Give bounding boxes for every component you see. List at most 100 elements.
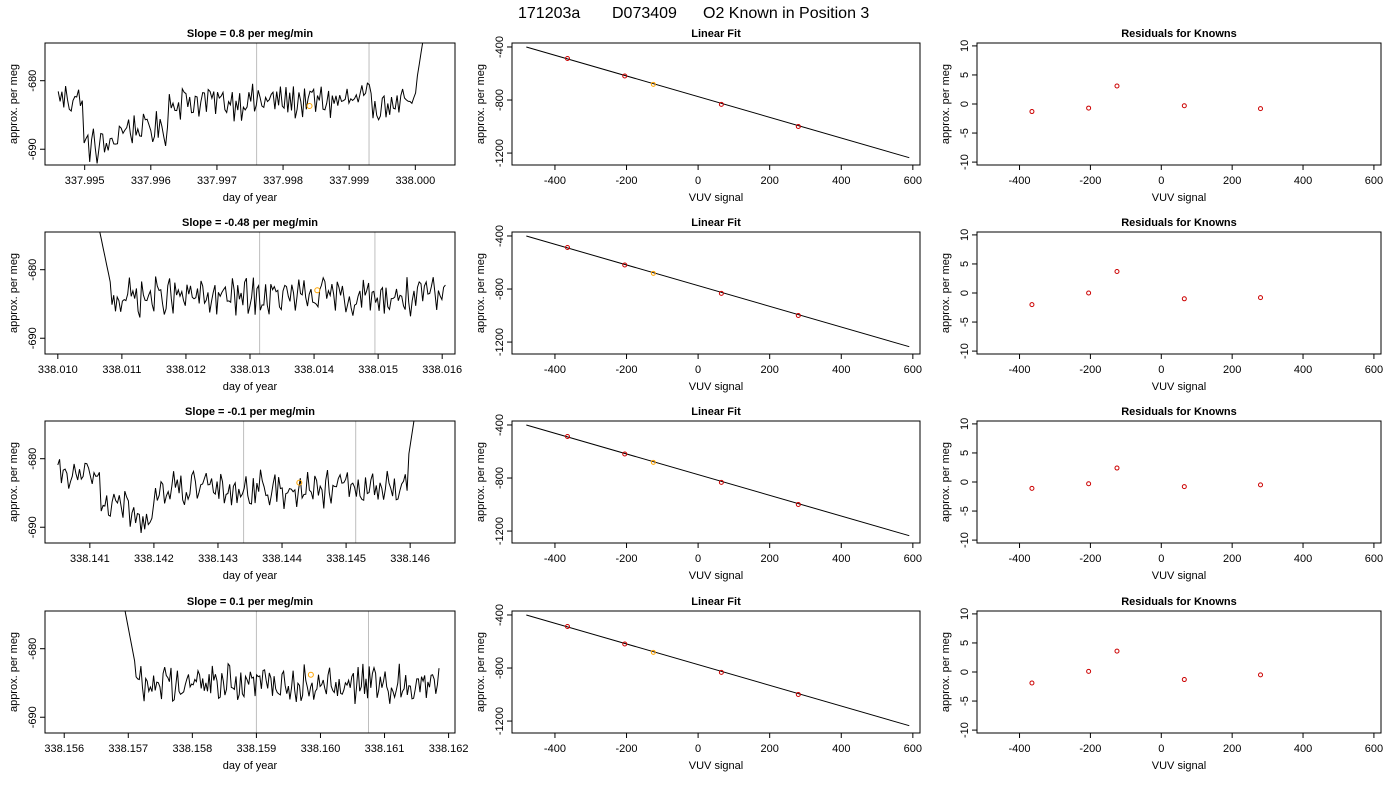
x-axis-label: VUV signal	[1152, 381, 1206, 393]
y-tick-label: -10	[959, 722, 971, 738]
y-tick-label: -5	[959, 506, 971, 516]
x-tick-label: 0	[695, 743, 701, 755]
x-tick-label: 200	[761, 743, 779, 755]
y-tick-label: -680	[27, 448, 39, 470]
x-tick-label: 338.156	[44, 743, 84, 755]
panel-frame	[44, 42, 456, 166]
x-tick-label: -200	[616, 553, 638, 565]
y-tick-label: -800	[494, 657, 506, 679]
sample-point	[650, 81, 656, 87]
panel-1-2: Residuals for Knowns -400 -200 0 200 400 600 10…	[940, 217, 1383, 393]
y-axis-label: approx. per meg	[940, 442, 952, 522]
sample-marker-point	[306, 103, 313, 110]
x-tick-label: -200	[616, 175, 638, 187]
x-tick-label: 338.014	[294, 364, 334, 376]
known-point-1	[1086, 290, 1092, 296]
panel-2-1: Linear Fit -400 -200 0 200 400 600 -400 -800 -120…	[475, 406, 922, 582]
x-axis-label: VUV signal	[689, 570, 743, 582]
y-tick-label: 5	[959, 450, 971, 456]
x-tick-label: 338.010	[38, 364, 78, 376]
x-tick-label: 200	[761, 553, 779, 565]
panel-title: Linear Fit	[691, 596, 741, 608]
known-point-0	[1029, 680, 1035, 686]
x-tick-label: 200	[761, 364, 779, 376]
panel-3-2: Residuals for Knowns -400 -200 0 200 400 600 10…	[940, 596, 1383, 772]
y-tick-label: -680	[27, 638, 39, 660]
panel-1-1: Linear Fit -400 -200 0 200 400 600 -400 -800 -120…	[475, 217, 922, 393]
known-point-3	[795, 692, 801, 698]
y-tick-label: 0	[959, 479, 971, 485]
x-tick-label: -400	[1009, 553, 1031, 565]
x-tick-label: 337.997	[197, 175, 237, 187]
x-tick-label: 0	[1158, 364, 1164, 376]
y-tick-label: -800	[494, 89, 506, 111]
x-tick-label: -400	[1009, 743, 1031, 755]
y-tick-label: 10	[959, 229, 971, 241]
panel-title: Linear Fit	[691, 406, 741, 418]
x-tick-label: 600	[904, 364, 922, 376]
known-point-1	[622, 262, 628, 268]
y-tick-label: 5	[959, 640, 971, 646]
x-tick-label: 400	[1294, 175, 1312, 187]
y-tick-label: -400	[494, 36, 506, 58]
panel-title: Slope = -0.48 per meg/min	[182, 217, 318, 229]
panel-3-1: Linear Fit -400 -200 0 200 400 600 -400 -800 -120…	[475, 596, 922, 772]
y-tick-label: -1200	[494, 328, 506, 356]
panel-frame	[511, 610, 921, 734]
known-point-2	[718, 290, 724, 296]
sample-marker-point	[307, 671, 314, 678]
data-series-line	[57, 43, 424, 164]
sample-point	[650, 459, 656, 465]
x-tick-label: -200	[616, 364, 638, 376]
panel-0-1: Linear Fit -400 -200 0 200 400 600 -400 -800 -120…	[475, 28, 922, 204]
y-tick-label: -10	[959, 532, 971, 548]
x-tick-label: 338.143	[198, 553, 238, 565]
y-tick-label: 10	[959, 40, 971, 52]
y-tick-label: 5	[959, 261, 971, 267]
y-tick-label: -10	[959, 154, 971, 170]
main-title-description: O2 Known in Position 3	[703, 5, 869, 22]
panel-frame	[976, 420, 1382, 544]
y-tick-label: -680	[27, 259, 39, 281]
known-point-2	[718, 101, 724, 107]
y-tick-label: 5	[959, 72, 971, 78]
x-tick-label: 600	[1365, 175, 1383, 187]
x-tick-label: 338.011	[102, 364, 141, 376]
x-axis-label: VUV signal	[689, 192, 743, 204]
panel-frame	[44, 420, 456, 544]
y-tick-label: 0	[959, 101, 971, 107]
x-tick-label: 600	[904, 553, 922, 565]
y-tick-label: -1200	[494, 517, 506, 545]
x-axis-label: day of year	[223, 192, 278, 204]
x-tick-label: 338.159	[237, 743, 277, 755]
y-tick-label: -800	[494, 278, 506, 300]
y-tick-label: -690	[27, 706, 39, 728]
x-tick-label: 600	[904, 743, 922, 755]
panel-title: Residuals for Knowns	[1121, 217, 1237, 229]
x-tick-label: 200	[1223, 364, 1241, 376]
x-tick-label: 338.144	[262, 553, 302, 565]
known-point-4	[1258, 295, 1264, 301]
x-tick-label: 0	[1158, 553, 1164, 565]
x-tick-label: 200	[1223, 553, 1241, 565]
x-tick-label: 200	[1223, 743, 1241, 755]
x-axis-label: VUV signal	[1152, 192, 1206, 204]
panel-title: Slope = 0.1 per meg/min	[187, 596, 314, 608]
y-tick-label: -1200	[494, 707, 506, 735]
known-point-2	[1114, 465, 1120, 471]
x-tick-label: 400	[1294, 743, 1312, 755]
known-point-2	[1114, 648, 1120, 654]
y-tick-label: -10	[959, 343, 971, 359]
y-axis-label: approx. per meg	[475, 64, 487, 144]
fit-line	[526, 424, 910, 537]
y-axis-label: approx. per meg	[940, 632, 952, 712]
sample-marker-point	[296, 479, 303, 486]
x-tick-label: 338.000	[395, 175, 435, 187]
panel-title: Residuals for Knowns	[1121, 596, 1237, 608]
x-tick-label: 0	[695, 175, 701, 187]
y-tick-label: -400	[494, 604, 506, 626]
x-tick-label: 338.157	[108, 743, 148, 755]
known-point-0	[564, 245, 570, 251]
y-tick-label: -5	[959, 696, 971, 706]
panel-title: Linear Fit	[691, 217, 741, 229]
